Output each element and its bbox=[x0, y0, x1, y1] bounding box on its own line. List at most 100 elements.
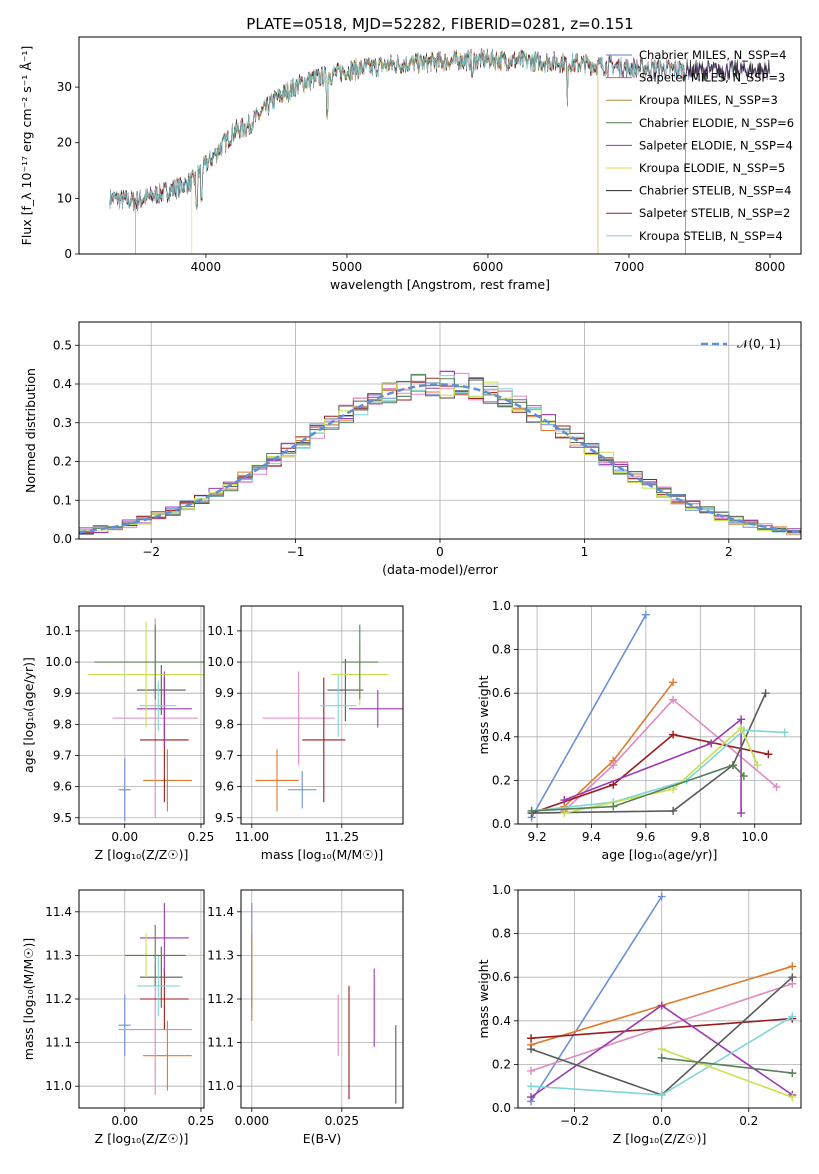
age-weight-point-marker bbox=[609, 780, 618, 789]
residual-y-tick-label: 0.0 bbox=[53, 532, 72, 546]
age-weight-point-marker bbox=[764, 750, 773, 759]
z-weight-series-line bbox=[530, 982, 793, 1072]
ebv-mass-y-tick-label: 11.2 bbox=[207, 992, 234, 1006]
age-weight-x-tick-label: 9.6 bbox=[636, 830, 655, 844]
z-weight-point-marker bbox=[657, 1045, 666, 1054]
z-weight-series-line bbox=[661, 1048, 793, 1098]
age-weight-y-tick-label: 0.4 bbox=[492, 730, 511, 744]
age-weight-point-marker bbox=[527, 806, 536, 815]
age-weight-point-marker bbox=[669, 695, 678, 704]
age-weight-point-marker bbox=[737, 715, 746, 724]
mass-age-x-tick-label: 11.00 bbox=[235, 830, 269, 844]
z-age-x-tick-label: 0.25 bbox=[188, 830, 215, 844]
z-age-y-tick-label: 9.6 bbox=[53, 780, 72, 794]
age-weight-point-marker bbox=[737, 809, 746, 818]
z-mass-panel: 0.00 0.25 11.0 11.1 11.2 11.3 11.4 Z [log₁₀(Z/Z… bbox=[21, 889, 215, 1146]
z-weight-point-marker bbox=[527, 1093, 536, 1102]
z-weight-marks bbox=[527, 892, 797, 1106]
z-weight-y-label: mass weight bbox=[476, 959, 491, 1038]
age-weight-series-line bbox=[530, 614, 647, 818]
z-weight-x-label: Z [log₁₀(Z/Z☉)] bbox=[613, 1131, 707, 1146]
spectrum-x-tick-label: 6000 bbox=[473, 260, 504, 274]
age-weight-point-marker bbox=[641, 610, 650, 619]
age-weight-panel: 9.2 9.4 9.6 9.8 10.0 0.0 0.2 0.4 0.6 0.8 1.0 age [l… bbox=[476, 599, 802, 862]
age-weight-point-marker bbox=[560, 809, 569, 818]
residual-y-tick-label: 0.2 bbox=[53, 455, 72, 469]
age-weight-x-tick-label: 9.8 bbox=[691, 830, 710, 844]
figure-title: PLATE=0518, MJD=52282, FIBERID=0281, z=0… bbox=[246, 15, 633, 33]
z-age-y-tick-label: 9.5 bbox=[53, 811, 72, 825]
z-mass-y-tick-label: 11.1 bbox=[45, 1036, 72, 1050]
z-mass-y-tick-label: 11.0 bbox=[45, 1079, 72, 1093]
age-weight-point-marker bbox=[669, 806, 678, 815]
z-age-plot-area bbox=[79, 606, 204, 824]
age-weight-point-marker bbox=[609, 761, 618, 770]
z-weight-series-line bbox=[661, 1057, 793, 1074]
age-weight-point-marker bbox=[669, 730, 678, 739]
residual-x-tick-label: 2 bbox=[725, 545, 733, 559]
spectrum-legend-entry: Chabrier STELIB, N_SSP=4 bbox=[639, 184, 791, 198]
spectrum-y-label: Flux [f_λ 10⁻¹⁷ erg cm⁻² s⁻¹ Å⁻¹] bbox=[19, 46, 34, 246]
z-weight-x-tick-label: −0.2 bbox=[560, 1114, 589, 1128]
ebv-mass-panel: 0.000 0.025 11.0 11.1 11.2 11.3 11.4 E(B-V) bbox=[207, 889, 404, 1146]
age-weight-series-line bbox=[564, 717, 742, 814]
age-weight-point-marker bbox=[761, 689, 770, 698]
z-weight-y-tick-label: 0.0 bbox=[492, 1101, 511, 1115]
ebv-mass-y-tick-label: 11.4 bbox=[207, 905, 234, 919]
age-weight-point-marker bbox=[772, 782, 781, 791]
mass-age-y-tick-label: 9.7 bbox=[215, 748, 234, 762]
spectrum-legend-entry: Chabrier ELODIE, N_SSP=6 bbox=[639, 116, 794, 130]
z-mass-x-label: Z [log₁₀(Z/Z☉)] bbox=[95, 1131, 189, 1146]
age-weight-point-marker bbox=[609, 802, 618, 811]
spectrum-x-tick-label: 4000 bbox=[191, 260, 222, 274]
z-weight-point-marker bbox=[527, 1045, 536, 1054]
age-weight-frame bbox=[517, 605, 802, 825]
z-weight-point-marker bbox=[527, 1034, 536, 1043]
mass-age-y-tick-label: 9.9 bbox=[215, 686, 234, 700]
age-weight-y-tick-label: 0.6 bbox=[492, 686, 511, 700]
z-weight-point-marker bbox=[788, 1093, 797, 1102]
mass-age-y-tick-label: 9.5 bbox=[215, 811, 234, 825]
z-age-y-tick-label: 10.0 bbox=[45, 655, 72, 669]
spectrum-x-tick-label: 7000 bbox=[614, 260, 645, 274]
residual-normal-curve bbox=[79, 383, 801, 534]
age-weight-point-marker bbox=[780, 728, 789, 737]
z-age-x-tick-label: 0.00 bbox=[111, 830, 138, 844]
z-weight-y-tick-label: 0.6 bbox=[492, 970, 511, 984]
z-age-y-tick-label: 9.9 bbox=[53, 686, 72, 700]
z-mass-x-tick-label: 0.25 bbox=[188, 1114, 215, 1128]
z-weight-point-marker bbox=[788, 962, 797, 971]
residual-x-tick-label: −1 bbox=[287, 545, 305, 559]
z-mass-marks bbox=[88, 903, 204, 1095]
age-weight-point-marker bbox=[739, 772, 748, 781]
age-weight-series-line bbox=[531, 764, 745, 812]
z-age-y-tick-label: 9.8 bbox=[53, 717, 72, 731]
residual-frame bbox=[78, 321, 802, 540]
z-weight-point-marker bbox=[657, 892, 666, 901]
age-weight-x-label: age [log₁₀(age/yr)] bbox=[602, 847, 718, 862]
z-mass-frame bbox=[78, 889, 205, 1109]
z-mass-y-tick-label: 11.4 bbox=[45, 905, 72, 919]
z-mass-y-tick-label: 11.3 bbox=[45, 948, 72, 962]
z-age-y-tick-label: 9.7 bbox=[53, 748, 72, 762]
age-weight-point-marker bbox=[737, 724, 746, 733]
z-weight-x-tick-label: 0.0 bbox=[652, 1114, 671, 1128]
spectrum-legend-entry: Kroupa STELIB, N_SSP=4 bbox=[639, 229, 783, 243]
z-weight-point-marker bbox=[657, 1001, 666, 1010]
spectrum-x-label: wavelength [Angstrom, rest frame] bbox=[330, 277, 550, 292]
residual-histogram-step bbox=[79, 373, 801, 539]
z-weight-point-marker bbox=[527, 1082, 536, 1091]
z-weight-y-tick-label: 0.8 bbox=[492, 927, 511, 941]
residual-x-tick-label: 1 bbox=[581, 545, 589, 559]
spectrum-x-tick-label: 5000 bbox=[332, 260, 363, 274]
ebv-mass-marks bbox=[251, 903, 397, 1104]
z-weight-y-tick-label: 0.2 bbox=[492, 1057, 511, 1071]
spectrum-series-line bbox=[109, 49, 686, 254]
age-weight-y-tick-label: 0.2 bbox=[492, 773, 511, 787]
ebv-mass-y-tick-label: 11.0 bbox=[207, 1079, 234, 1093]
mass-age-y-tick-label: 10.1 bbox=[207, 624, 234, 638]
age-weight-y-label: mass weight bbox=[476, 675, 491, 754]
ebv-mass-frame bbox=[240, 889, 404, 1109]
spectrum-legend-entry: Salpeter MILES, N_SSP=3 bbox=[639, 71, 785, 85]
ebv-mass-y-tick-label: 11.1 bbox=[207, 1036, 234, 1050]
